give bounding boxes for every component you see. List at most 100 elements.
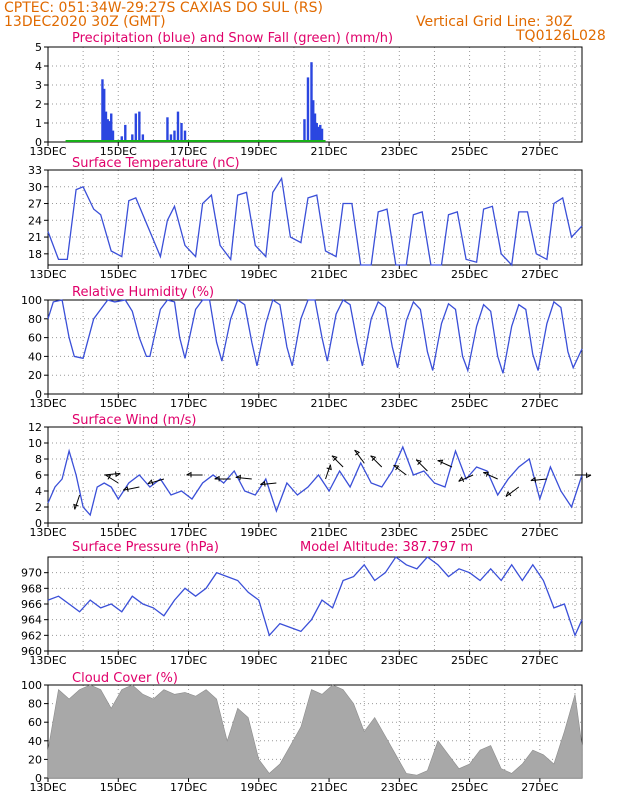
wind-ytick-label: 2 — [35, 501, 42, 514]
temperature-title: Surface Temperature (nC) — [72, 156, 240, 171]
wind-arrow-head — [530, 476, 536, 483]
cloud-xtick-label: 27DEC — [521, 781, 558, 794]
wind-arrow — [530, 478, 547, 482]
wind-arrow — [325, 464, 331, 480]
wind-arrow — [393, 464, 407, 476]
wind-ytick-label: 12 — [28, 421, 42, 434]
precip-bar — [141, 134, 145, 142]
precip-bar — [319, 124, 322, 142]
wind-arrow-head — [122, 486, 129, 492]
precip-bar — [320, 128, 324, 142]
wind-xtick-label: 21DEC — [310, 526, 347, 539]
temperature-ytick-label: 18 — [28, 248, 42, 261]
precip-bar — [110, 113, 113, 142]
temperature-xtick-label: 25DEC — [451, 268, 488, 281]
humidity-frame — [47, 299, 583, 395]
wind-arrow — [147, 478, 165, 485]
panel-precip: Precipitation (blue) and Snow Fall (gree… — [29, 31, 583, 158]
cloud-ytick-label: 20 — [28, 753, 42, 766]
wind-arrow — [354, 449, 365, 464]
precip-bar — [106, 119, 109, 142]
header-grid-line: Vertical Grid Line: 30Z — [416, 14, 572, 30]
precip-xtick-label: 15DEC — [100, 145, 137, 158]
wind-xtick-label: 27DEC — [521, 526, 558, 539]
wind-arrow-head — [505, 491, 512, 497]
precip-bar — [312, 100, 315, 142]
pressure-ytick-label: 960 — [21, 645, 42, 658]
precip-xtick-label: 13DEC — [29, 145, 66, 158]
precip-bar — [166, 117, 169, 142]
temperature-xtick-label: 21DEC — [310, 268, 347, 281]
wind-arrow-head — [458, 476, 465, 483]
humidity-ytick-label: 0 — [35, 388, 42, 401]
header-location: CPTEC: 051:34W-29:27S CAXIAS DO SUL (RS) — [4, 0, 323, 16]
precip-bar — [104, 111, 108, 142]
wind-arrow-head — [73, 503, 79, 510]
wind-arrow-head — [214, 475, 220, 482]
precip-bar — [303, 119, 306, 142]
wind-ytick-label: 10 — [28, 437, 42, 450]
temperature-ytick-label: 27 — [28, 198, 42, 211]
wind-arrow — [415, 459, 428, 472]
precip-bar — [138, 111, 141, 142]
pressure-ytick-label: 968 — [21, 582, 42, 595]
cloud-ytick-label: 100 — [21, 679, 42, 692]
pressure-title: Surface Pressure (hPa) — [72, 540, 219, 555]
pressure-ytick-label: 962 — [21, 629, 42, 642]
precip-xtick-label: 27DEC — [521, 145, 558, 158]
precip-xtick-label: 19DEC — [240, 145, 277, 158]
wind-arrow — [105, 474, 119, 484]
wind-arrow — [235, 476, 252, 480]
precip-ytick-label: 2 — [35, 98, 42, 111]
humidity-xtick-label: 21DEC — [310, 397, 347, 410]
pressure-ytick-label: 966 — [21, 598, 42, 611]
precip-bar — [111, 130, 115, 142]
cloud-xtick-label: 17DEC — [170, 781, 207, 794]
temperature-ytick-label: 33 — [28, 164, 42, 177]
wind-arrow-head — [370, 455, 377, 461]
humidity-series-line — [47, 298, 583, 374]
temperature-frame — [47, 169, 583, 266]
precip-xtick-label: 17DEC — [170, 145, 207, 158]
panel-wind: Surface Wind (m/s) 0 2 4 6 8 10 12 13DEC 15DEC 17D… — [28, 413, 592, 539]
pressure-annotation: Model Altitude: 387.797 m — [300, 540, 473, 555]
wind-arrow — [458, 474, 474, 482]
wind-arrow-head — [115, 471, 121, 478]
wind-ytick-label: 6 — [35, 469, 42, 482]
pressure-xtick-label: 25DEC — [451, 654, 488, 667]
humidity-ytick-label: 40 — [28, 350, 42, 363]
wind-arrow — [123, 486, 140, 491]
pressure-xtick-label: 19DEC — [240, 654, 277, 667]
pressure-ytick-label: 964 — [21, 614, 42, 627]
cloud-xtick-label: 15DEC — [100, 781, 137, 794]
wind-arrow — [483, 472, 498, 480]
panel-temperature: Surface Temperature (nC) 18 21 24 27 30 33 13DE… — [28, 156, 583, 281]
cloud-ytick-label: 80 — [28, 698, 42, 711]
panel-pressure: Surface Pressure (hPa) Model Altitude: 38… — [21, 540, 583, 667]
wind-arrow-head — [105, 474, 112, 480]
precip-ytick-label: 4 — [35, 60, 42, 73]
pressure-frame — [47, 556, 583, 652]
pressure-xtick-label: 17DEC — [170, 654, 207, 667]
wind-xtick-label: 25DEC — [451, 526, 488, 539]
precip-ytick-label: 1 — [35, 117, 42, 130]
temperature-xtick-label: 17DEC — [170, 268, 207, 281]
precip-bar — [313, 113, 317, 142]
precip-bar — [306, 77, 310, 142]
temperature-xtick-label: 13DEC — [29, 268, 66, 281]
panel-humidity: Relative Humidity (%) 0 20 40 60 80 100 13DEC 15… — [21, 285, 583, 410]
header-model-code: TQ0126L028 — [515, 28, 606, 44]
cloud-xtick-label: 13DEC — [29, 781, 66, 794]
cloud-xtick-label: 21DEC — [310, 781, 347, 794]
precip-bar — [120, 136, 123, 142]
temperature-xtick-label: 15DEC — [100, 268, 137, 281]
temperature-xtick-label: 27DEC — [521, 268, 558, 281]
wind-ytick-label: 0 — [35, 517, 42, 530]
precip-bar — [131, 134, 134, 142]
precip-xtick-label: 23DEC — [381, 145, 418, 158]
temperature-ytick-label: 21 — [28, 231, 42, 244]
pressure-xtick-label: 21DEC — [310, 654, 347, 667]
precip-ytick-label: 5 — [35, 41, 42, 54]
pressure-xtick-label: 23DEC — [381, 654, 418, 667]
